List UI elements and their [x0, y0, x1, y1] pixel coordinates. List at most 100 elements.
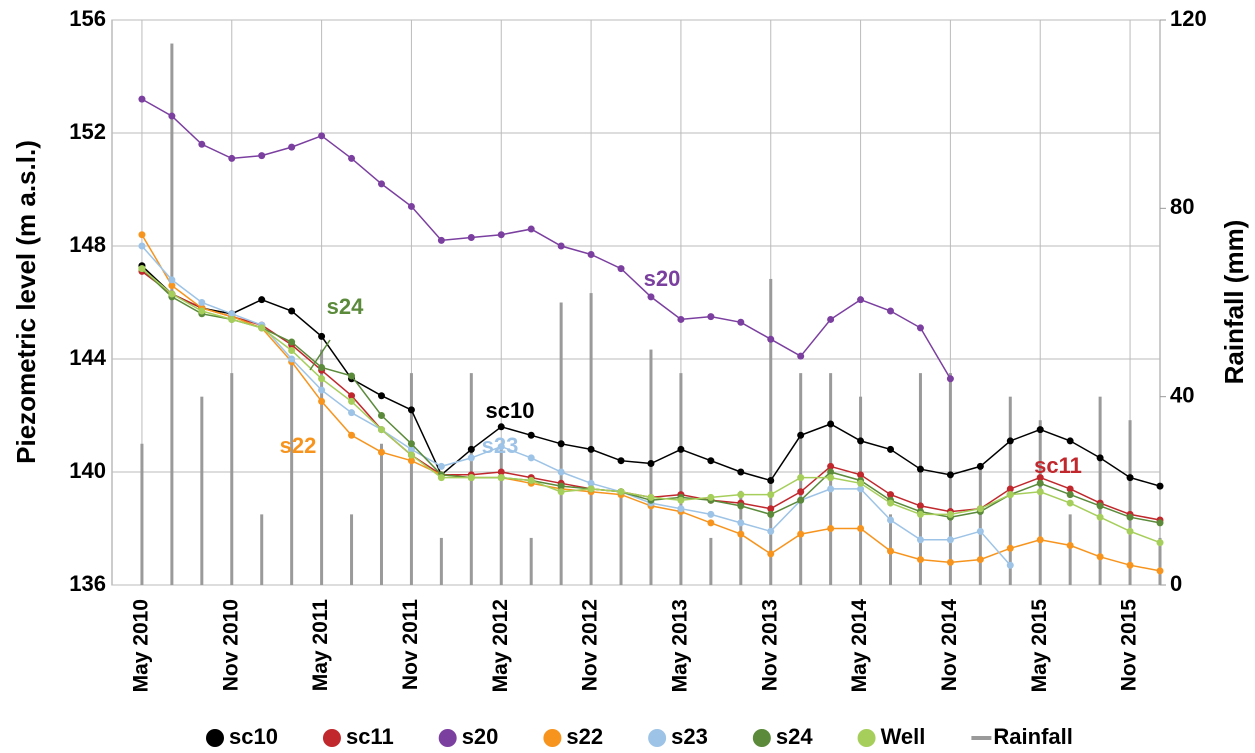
- series-point: [198, 299, 206, 306]
- series-point: [827, 474, 835, 482]
- series-point: [887, 499, 895, 507]
- annotation: sc10: [486, 398, 535, 423]
- series-point: [527, 454, 535, 462]
- legend-label: s20: [462, 724, 499, 749]
- series-point: [437, 236, 445, 244]
- rainfall-bar: [499, 443, 503, 585]
- rainfall-bar: [290, 359, 294, 585]
- rainfall-bar: [948, 373, 952, 585]
- x-tick-label: Nov 2014: [938, 599, 961, 692]
- legend-swatch: [438, 729, 457, 747]
- series-point: [557, 440, 565, 448]
- x-tick-label: May 2010: [129, 599, 152, 692]
- series-point: [258, 324, 266, 332]
- plot-area: [111, 19, 1161, 586]
- annotation: s23: [482, 433, 519, 458]
- series-point: [916, 510, 924, 518]
- series-point: [198, 140, 206, 148]
- series-point: [288, 355, 296, 363]
- series-point: [258, 296, 266, 304]
- series-point: [617, 265, 625, 273]
- annotation: s22: [280, 433, 317, 458]
- series-point: [467, 445, 475, 453]
- legend-label: s22: [566, 724, 603, 749]
- rainfall-bar: [230, 373, 234, 585]
- series-point: [1006, 437, 1014, 445]
- annotation: s20: [644, 266, 681, 291]
- series-point: [377, 426, 385, 434]
- series-point: [946, 471, 954, 479]
- rainfall-bar: [978, 467, 982, 585]
- series-point: [407, 202, 415, 210]
- rainfall-bar: [679, 373, 683, 585]
- series-point: [707, 519, 715, 527]
- series-point: [1096, 513, 1104, 521]
- series-point: [1156, 539, 1164, 547]
- rainfall-bar: [1098, 396, 1102, 585]
- series-point: [527, 225, 535, 233]
- series-point: [377, 412, 385, 419]
- series-point: [767, 510, 775, 518]
- rainfall-bar: [739, 490, 743, 585]
- y-tick-label: 152: [69, 119, 106, 144]
- series-point: [946, 558, 954, 566]
- series-point: [437, 462, 445, 470]
- annotation-leader: [309, 339, 331, 371]
- series-point: [707, 313, 715, 321]
- series-point: [887, 307, 895, 315]
- series-point: [916, 502, 924, 510]
- series-point: [1036, 479, 1044, 487]
- series-point: [1066, 491, 1074, 499]
- rainfall-bar: [709, 537, 713, 585]
- series-point: [946, 375, 954, 383]
- series-point: [857, 296, 865, 304]
- legend-swatch: [543, 729, 562, 747]
- series-point: [737, 491, 745, 499]
- series-point: [1066, 485, 1074, 493]
- series-point: [1036, 474, 1044, 482]
- series-point: [857, 479, 865, 487]
- rainfall-bar: [350, 514, 354, 585]
- series-point: [467, 454, 475, 462]
- series-point: [677, 496, 685, 504]
- series-point: [348, 392, 356, 400]
- rainfall-bar: [409, 373, 413, 585]
- series-point: [1036, 488, 1044, 496]
- series-point: [1066, 437, 1074, 445]
- series-point: [677, 315, 685, 323]
- series-point: [318, 332, 326, 340]
- annotation: s24: [327, 294, 364, 319]
- rainfall-bar: [260, 514, 264, 585]
- series-point: [737, 468, 745, 476]
- series-point: [707, 510, 715, 518]
- series-point: [407, 406, 415, 414]
- rainfall-bar: [170, 43, 174, 585]
- series-point: [916, 324, 924, 332]
- x-tick-label: Nov 2012: [579, 599, 602, 691]
- series-point: [138, 95, 146, 103]
- series-point: [647, 293, 655, 301]
- y-tick-label: 144: [69, 345, 106, 370]
- series-point: [827, 462, 835, 470]
- series-point: [617, 488, 625, 496]
- series-point: [976, 556, 984, 564]
- legend-label: sc10: [229, 724, 278, 749]
- rainfall-bar: [1068, 514, 1072, 585]
- series-point: [767, 491, 775, 499]
- rainfall-bar: [320, 349, 324, 585]
- rainfall-bar: [140, 443, 144, 585]
- series-point: [827, 468, 835, 476]
- annotation: sc11: [1034, 453, 1082, 478]
- series-point: [857, 485, 865, 493]
- series-point: [288, 143, 296, 151]
- series-point: [1006, 485, 1014, 493]
- legend-label: Rainfall: [993, 724, 1072, 749]
- series-point: [407, 445, 415, 453]
- series-point: [827, 485, 835, 493]
- series-point: [407, 440, 415, 448]
- y2-axis-label: Rainfall (mm): [1219, 220, 1249, 385]
- series-point: [348, 431, 356, 439]
- series-point: [1006, 544, 1014, 552]
- series-point: [168, 290, 176, 298]
- y2-tick-label: 40: [1170, 382, 1194, 407]
